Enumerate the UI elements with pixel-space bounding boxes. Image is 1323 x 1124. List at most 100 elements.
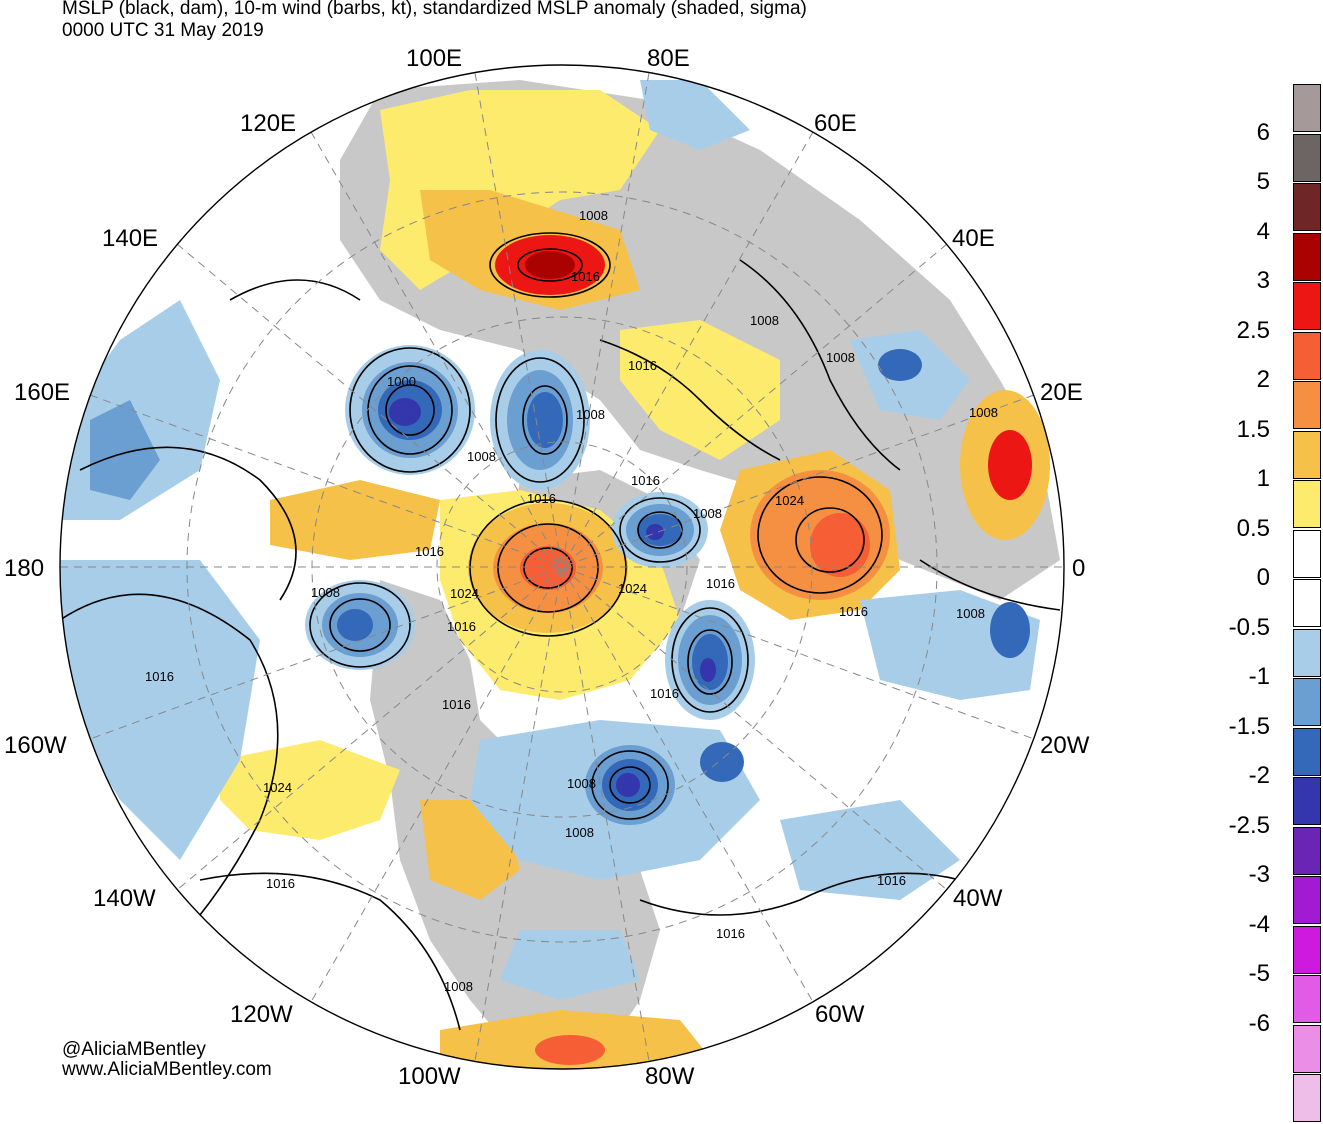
colorbar-label: 5 [1256,168,1270,195]
isobar-label: 1024 [263,780,292,795]
colorbar-swatch [1293,628,1321,677]
isobar-label: 1016 [877,873,906,888]
colorbar-label: -2 [1248,762,1270,789]
isobar-label: 1008 [750,313,779,328]
isobar-label: 1016 [442,697,471,712]
colorbar-swatch [1293,430,1321,479]
map-boundary [59,64,1065,1070]
isobar-label: 1024 [618,581,647,596]
colorbar-swatch [1293,925,1321,974]
lon-label-60e: 60E [814,110,857,137]
longitude-labels: 100E 80E 120E 60E 140E 40E 160E 20E 180 … [4,45,1090,1086]
colorbar-swatch [1293,777,1321,825]
colorbar-label: -1 [1248,663,1270,690]
colorbar-label: -1.5 [1228,712,1270,740]
lon-label-100e: 100E [406,45,462,72]
colorbar-swatch [1293,381,1321,429]
colorbar-label: 3 [1256,267,1270,294]
lon-label-140w: 140W [93,885,156,912]
isobar-label: 1016 [447,619,476,634]
colorbar-label: -3 [1248,861,1270,888]
colorbar-swatch [1293,876,1321,924]
lon-label-160w: 160W [4,732,67,759]
colorbar-label: -5 [1248,960,1270,987]
colorbar-swatch [1293,579,1321,627]
colorbar-swatch [1293,331,1321,380]
credit-handle: @AliciaMBentley [62,1039,206,1060]
isobar-label: 1024 [450,586,479,601]
isobar-label: 1008 [956,606,985,621]
isobar-label: 1016 [415,544,444,559]
colorbar-swatch [1293,1074,1321,1122]
colorbar-swatch [1293,232,1321,281]
lon-label-40e: 40E [952,225,995,252]
polar-map: 1008 1016 1008 1016 1000 1008 1008 1016 … [4,45,1090,1086]
lon-label-180: 180 [4,555,44,582]
colorbar-swatch [1293,133,1321,182]
lon-label-140e: 140E [102,225,158,252]
isobar-label: 1016 [266,876,295,891]
isobar-label: 1008 [576,407,605,422]
isobar-label: 1008 [467,449,496,464]
isobar-label: 1016 [650,686,679,701]
map-title: MSLP (black, dam), 10-m wind (barbs, kt)… [62,0,807,19]
isobar-label: 1016 [527,491,556,506]
isobar-label-group: 1008 1016 1008 1016 1000 1008 1008 1016 … [145,208,998,994]
colorbar-label: -2.5 [1228,811,1270,839]
isobar-label: 1008 [826,350,855,365]
isobar-label: 1000 [387,374,416,389]
isobar-label: 1016 [631,473,660,488]
lon-label-60w: 60W [815,1001,865,1028]
colorbar-label: 2.5 [1236,316,1270,344]
colorbar-swatch [1293,975,1321,1023]
isobar-label: 1016 [706,576,735,591]
colorbar-label: -0.5 [1228,613,1270,641]
negative-anomalies [60,80,1040,1000]
colorbar-label: 6 [1256,118,1270,146]
isobar-label: 1024 [775,493,804,508]
colorbar-swatch [1293,282,1321,330]
colorbar-label: 1 [1256,465,1270,492]
isobar-label: 1008 [567,776,596,791]
lon-label-40w: 40W [953,885,1003,912]
colorbar-swatch [1293,84,1321,132]
lon-label-20e: 20E [1040,379,1083,406]
colorbar-label: -4 [1248,910,1270,938]
lon-label-160e: 160E [14,379,70,406]
colorbar-label: 2 [1256,366,1270,393]
positive-anomalies [220,90,1050,1069]
colorbar-swatch [1293,183,1321,231]
colorbar [1293,84,1323,1124]
colorbar-swatch [1293,727,1321,776]
isobar-label: 1016 [571,269,600,284]
colorbar-label: 0 [1256,564,1270,591]
isobar-label: 1016 [628,358,657,373]
lon-label-120e: 120E [240,110,296,137]
lon-label-80w: 80W [645,1063,695,1086]
isobar-label: 1016 [145,669,174,684]
colorbar-swatch [1293,480,1321,528]
isobar-label: 1008 [579,208,608,223]
colorbar-swatch [1293,826,1321,875]
lon-label-0: 0 [1072,555,1085,582]
valid-time: 0000 UTC 31 May 2019 [62,20,264,41]
colorbar-swatch [1293,1024,1321,1073]
graticule [60,72,1064,1062]
credit-website: www.AliciaMBentley.com [62,1059,272,1080]
isobar-label: 1008 [693,506,722,521]
isobar-label: 1008 [444,979,473,994]
isobar-label: 1008 [565,825,594,840]
colorbar-label: -6 [1248,1009,1270,1037]
map-disk [60,72,1064,1069]
isobar-label: 1016 [716,926,745,941]
colorbar-label: 0.5 [1236,514,1270,542]
lon-label-20w: 20W [1040,732,1090,759]
colorbar-label: 4 [1256,217,1270,245]
lon-label-100w: 100W [398,1063,461,1086]
isobar-label: 1016 [839,604,868,619]
lon-label-80e: 80E [647,45,690,72]
isobar-label: 1008 [969,405,998,420]
colorbar-swatch [1293,678,1321,726]
lon-label-120w: 120W [230,1001,293,1028]
isobar-label: 1008 [311,585,340,600]
